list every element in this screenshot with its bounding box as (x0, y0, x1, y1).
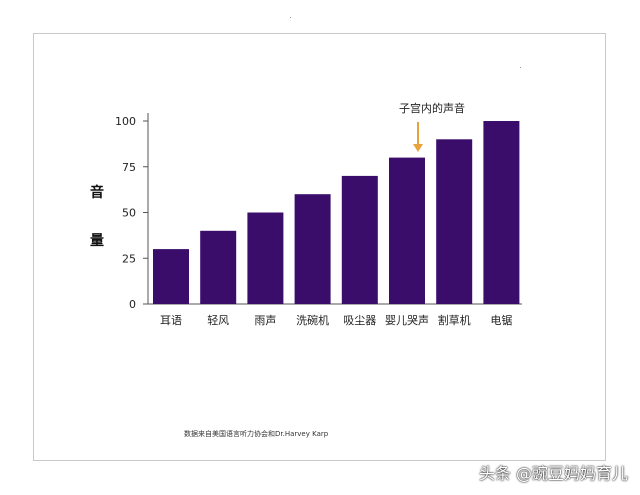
category-label: 割草机 (438, 313, 471, 327)
bar (294, 194, 331, 304)
bars (153, 121, 520, 304)
bar (247, 212, 284, 304)
annotation: 子宫内的声音 (399, 101, 465, 152)
y-ticks: 0 25 50 75 100 (115, 115, 148, 311)
bar (436, 139, 473, 304)
y-label-char: 音 (90, 184, 104, 201)
source-note: 数据来自美国语言听力协会和Dr.Harvey Karp (184, 430, 329, 438)
y-tick-label: 0 (129, 298, 136, 311)
category-label: 吸尘器 (343, 314, 376, 327)
category-label: 耳语 (160, 314, 182, 327)
y-tick-label: 100 (115, 115, 136, 128)
category-label: 轻风 (207, 313, 229, 327)
category-label: 婴儿哭声 (385, 313, 429, 327)
category-label: 电锯 (490, 313, 512, 327)
category-label: 雨声 (254, 313, 276, 327)
watermark: 头条 @豌豆妈妈育儿 (478, 464, 628, 483)
speck (290, 17, 291, 18)
y-tick-label: 50 (122, 207, 136, 220)
y-tick-label: 25 (122, 252, 136, 265)
annotation-text: 子宫内的声音 (399, 101, 465, 115)
speck (520, 67, 521, 68)
y-axis-label: 音量 (90, 184, 104, 249)
bar (483, 121, 520, 304)
y-tick-label: 75 (122, 161, 136, 174)
bar (153, 249, 189, 304)
bar (200, 230, 237, 304)
category-labels: 耳语 轻风 雨声 洗碗机 吸尘器 婴儿哭声 割草机 电锯 (160, 313, 512, 327)
annotation-arrow-head (413, 144, 423, 152)
category-label: 洗碗机 (296, 313, 329, 327)
bar (341, 175, 378, 304)
y-label-char: 量 (90, 233, 104, 249)
bar (389, 157, 425, 304)
